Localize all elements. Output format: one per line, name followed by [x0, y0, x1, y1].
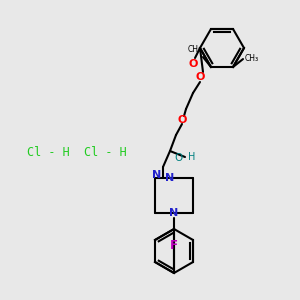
Text: CH₃: CH₃	[188, 45, 202, 54]
Text: Cl - H: Cl - H	[84, 146, 126, 160]
Text: N: N	[165, 173, 174, 183]
Text: CH₃: CH₃	[245, 54, 259, 63]
Text: O: O	[195, 72, 205, 82]
Text: F: F	[170, 239, 178, 252]
Text: N: N	[169, 208, 178, 218]
Text: O: O	[177, 115, 187, 125]
Text: O: O	[175, 153, 183, 163]
Text: O: O	[188, 59, 198, 69]
Text: H: H	[188, 152, 195, 162]
Text: N: N	[152, 170, 161, 180]
Text: Cl - H: Cl - H	[27, 146, 69, 160]
